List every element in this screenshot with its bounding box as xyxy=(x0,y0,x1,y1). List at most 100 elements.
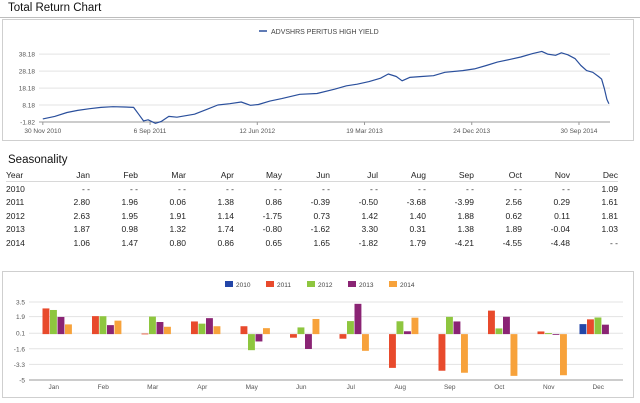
table-value-cell: -1.62 xyxy=(310,224,330,235)
bar xyxy=(545,333,552,335)
table-value-cell: - - xyxy=(609,237,618,248)
bar xyxy=(255,334,263,342)
table-value-cell: 2.80 xyxy=(73,197,90,208)
bar xyxy=(438,334,446,371)
table-value-cell: 1.14 xyxy=(217,210,234,221)
table-value-cell: 1.03 xyxy=(601,224,618,235)
legend-swatch xyxy=(225,281,233,287)
bar xyxy=(537,331,545,335)
bar xyxy=(594,317,602,335)
table-value-cell: -4.48 xyxy=(550,237,570,248)
table-header-cell: Oct xyxy=(508,169,522,180)
y-tick-label: -5 xyxy=(19,378,25,385)
table-row: 2011 2.80 1.96 0.06 1.38 0.86 -0.39 -0.50 -3.68 -… xyxy=(6,196,618,210)
bar xyxy=(510,334,518,376)
table-value-cell: 1.40 xyxy=(409,210,426,221)
legend-label: 2013 xyxy=(359,282,374,289)
table-value-cell: 0.62 xyxy=(505,210,522,221)
table-row: 2012 2.63 1.95 1.91 1.14 -1.75 0.73 1.42 1.40 1.8… xyxy=(6,209,618,223)
table-value-cell: -0.50 xyxy=(358,197,378,208)
x-tick-label: Feb xyxy=(98,384,110,391)
table-header-cell: Jul xyxy=(367,169,378,180)
table-value-cell: 1.09 xyxy=(601,183,618,194)
table-header-cell: Aug xyxy=(410,169,426,180)
bar xyxy=(495,328,503,335)
table-value-cell: 1.61 xyxy=(601,197,618,208)
y-tick-label: 0.1 xyxy=(16,331,25,338)
table-value-cell: 1.95 xyxy=(121,210,138,221)
x-tick-label: 30 Nov 2010 xyxy=(24,128,61,135)
x-tick-label: Oct xyxy=(494,384,504,391)
x-tick-label: Mar xyxy=(147,384,159,391)
x-tick-label: 6 Sep 2011 xyxy=(134,128,167,135)
table-value-cell: 0.11 xyxy=(554,210,570,221)
x-tick-label: May xyxy=(246,384,259,391)
bar xyxy=(206,318,213,335)
x-tick-label: Apr xyxy=(197,384,208,391)
table-value-cell: 1.96 xyxy=(121,197,138,208)
y-tick-label: 3.5 xyxy=(16,300,25,307)
table-value-cell: 0.73 xyxy=(313,210,330,221)
bar xyxy=(587,319,594,335)
title-divider xyxy=(0,17,640,18)
table-value-cell: - - xyxy=(321,183,330,194)
bar xyxy=(354,303,362,335)
bar xyxy=(579,324,587,335)
table-row: 2010 - - - - - - - - - - - - - - - - - - - - - - 1.0… xyxy=(6,182,618,196)
bar xyxy=(57,316,65,335)
bar xyxy=(347,321,354,335)
bar xyxy=(602,324,609,335)
table-value-cell: 0.80 xyxy=(169,237,186,248)
table-value-cell: 1.79 xyxy=(409,237,426,248)
bar xyxy=(114,320,122,335)
table-value-cell: 1.47 xyxy=(121,237,138,248)
table-value-cell: - - xyxy=(465,183,474,194)
bar xyxy=(99,316,107,335)
x-tick-label: 19 Mar 2013 xyxy=(346,128,383,135)
bar xyxy=(396,321,404,335)
legend-label: ADVSHRS PERITUS HIGH YIELD xyxy=(271,29,379,36)
x-tick-label: Dec xyxy=(592,384,604,391)
bar xyxy=(50,309,57,335)
bar xyxy=(107,325,114,335)
table-header-cell: Jun xyxy=(316,169,330,180)
y-tick-label: 1.9 xyxy=(16,314,25,321)
table-value-cell: 0.06 xyxy=(169,197,186,208)
y-tick-label: 38.18 xyxy=(19,52,36,59)
table-header-cell: Feb xyxy=(123,169,138,180)
legend-label: 2014 xyxy=(400,282,415,289)
table-value-cell: - - xyxy=(561,183,570,194)
bar xyxy=(164,326,171,335)
table-header-cell: Sep xyxy=(458,169,474,180)
table-value-cell: -0.39 xyxy=(310,197,330,208)
seasonality-title: Seasonality xyxy=(8,154,68,166)
table-value-cell: 3.30 xyxy=(361,224,378,235)
table-year-cell: 2012 xyxy=(6,210,25,221)
table-header-cell: Nov xyxy=(554,169,570,180)
bar xyxy=(149,316,156,335)
x-tick-label: Sep xyxy=(444,384,456,391)
y-tick-label: -3.3 xyxy=(14,362,26,369)
table-year-cell: 2010 xyxy=(6,183,25,194)
y-tick-label: 18.18 xyxy=(19,86,36,93)
seasonality-bar-chart: 2010 2011 2012 2013 2014 3.5 1.9 0.1 -1.6 -3.3 -5 J… xyxy=(14,281,623,391)
bar xyxy=(312,318,320,335)
table-year-cell: 2013 xyxy=(6,224,25,235)
bar xyxy=(488,310,495,335)
legend-swatch xyxy=(389,281,397,287)
legend-label: 2012 xyxy=(318,282,333,289)
table-header-cell: Jan xyxy=(76,169,90,180)
bar xyxy=(453,321,461,335)
bar xyxy=(198,323,206,335)
bar xyxy=(503,316,510,335)
y-tick-label: -1.6 xyxy=(14,346,26,353)
table-value-cell: - - xyxy=(417,183,426,194)
table-value-cell: -0.04 xyxy=(550,224,570,235)
total-return-chart-panel: ADVSHRS PERITUS HIGH YIELD -1.82 8.18 18.18… xyxy=(2,19,634,141)
x-tick-label: Nov xyxy=(543,384,555,391)
legend-swatch xyxy=(348,281,356,287)
seasonality-chart-panel: 2010 2011 2012 2013 2014 3.5 1.9 0.1 -1.6 -3.3 -5 J… xyxy=(2,271,634,398)
bar xyxy=(42,308,50,335)
table-value-cell: -4.55 xyxy=(502,237,522,248)
y-tick-label: -1.82 xyxy=(20,120,35,127)
